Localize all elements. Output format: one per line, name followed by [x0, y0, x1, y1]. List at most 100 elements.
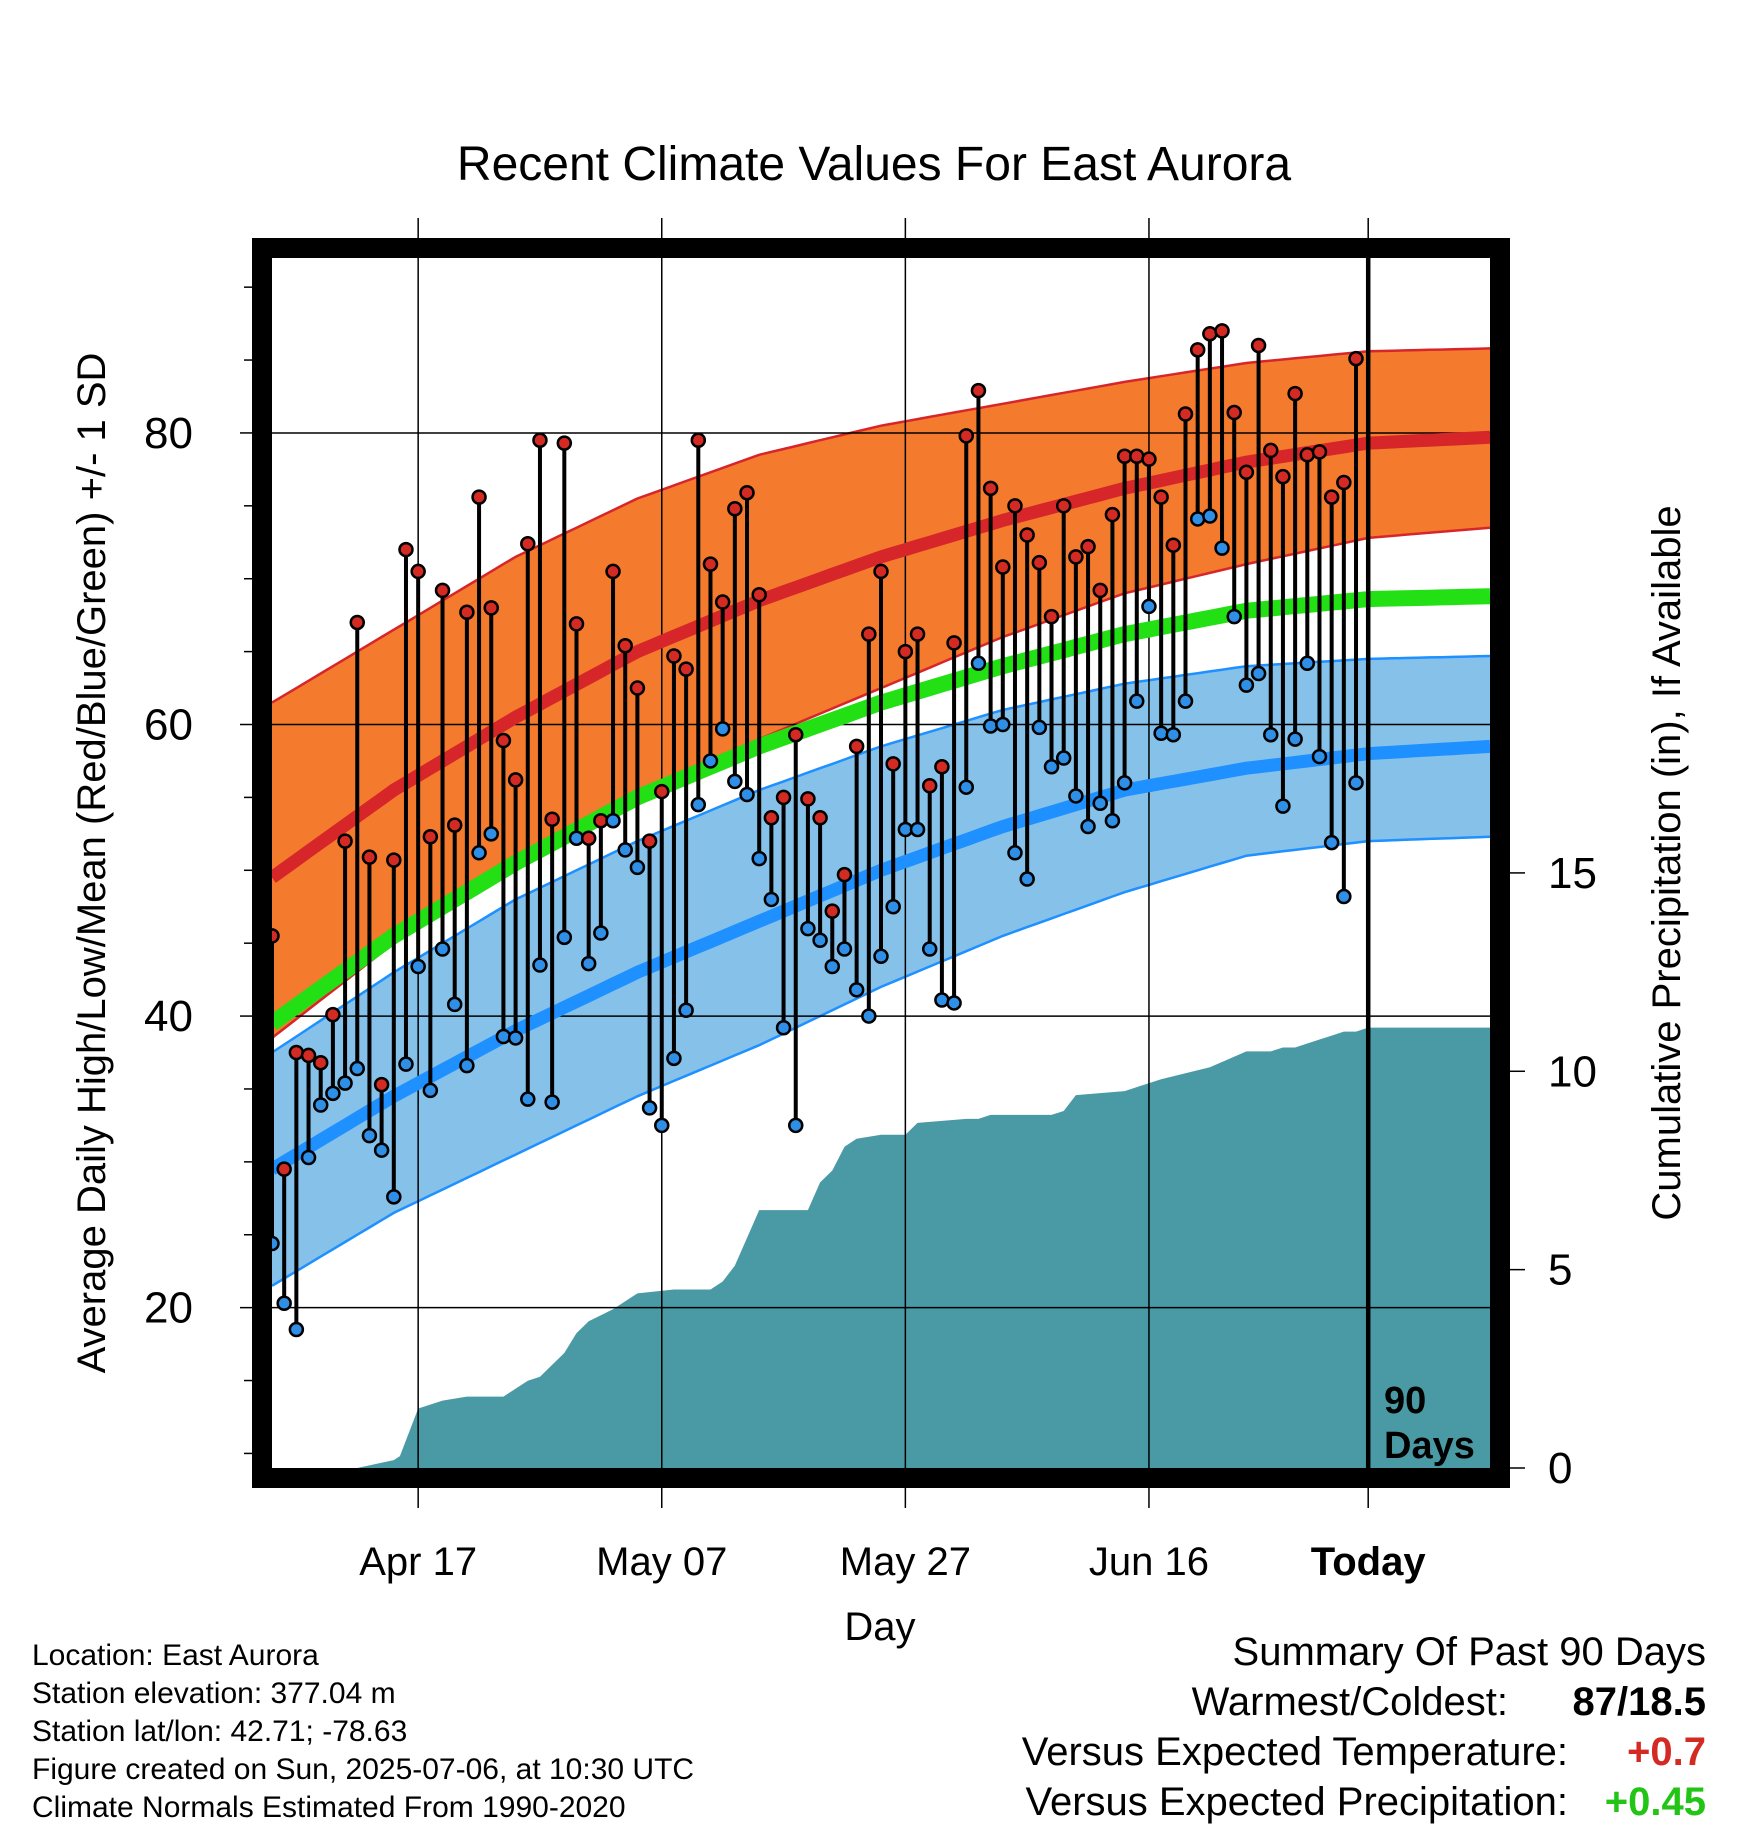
daily-low-point [1202, 508, 1218, 524]
daily-high-point [410, 563, 426, 580]
daily-low-point [325, 1085, 341, 1102]
warmest-label: Warmest/Coldest: [1191, 1680, 1508, 1724]
daily-high-point [1299, 447, 1316, 463]
daily-high-point [836, 866, 853, 883]
precip-area [272, 1027, 1490, 1468]
daily-low-point [410, 958, 426, 975]
daily-high-point [958, 428, 975, 444]
daily-low-point [1104, 812, 1121, 829]
daily-low-point [1080, 818, 1096, 835]
daily-high-point [982, 480, 999, 497]
low-sd-band [272, 656, 1490, 1286]
x-tick-label: May 27 [840, 1540, 971, 1584]
daily-high-point [1092, 582, 1108, 599]
daily-high-point [1068, 549, 1084, 565]
daily-low-point [422, 1082, 439, 1099]
daily-low-point [1153, 725, 1169, 742]
daily-high-point [921, 777, 938, 794]
x-tick-label: May 07 [596, 1540, 727, 1584]
daily-high-point [946, 635, 962, 651]
daily-low-point [958, 779, 975, 795]
location-text: Location: East Aurora [32, 1639, 319, 1672]
daily-low-point [520, 1091, 536, 1107]
daily-low-point [1019, 871, 1035, 887]
daily-high-point [654, 783, 670, 800]
daily-high-point [909, 626, 926, 642]
daily-low-point [495, 1028, 512, 1045]
daily-high-point [361, 849, 378, 865]
elevation-text: Station elevation: 377.04 m [32, 1677, 396, 1710]
daily-low-point [1250, 665, 1267, 682]
daily-high-point [678, 661, 694, 677]
daily-low-point [702, 753, 719, 769]
daily-low-point [1238, 677, 1255, 693]
daily-low-point [605, 812, 621, 829]
daily-high-point [1129, 448, 1145, 465]
temp-anomaly-value: +0.7 [1627, 1730, 1706, 1774]
daily-low-point [373, 1142, 390, 1158]
daily-low-point [727, 773, 743, 790]
daily-low-point [909, 821, 926, 838]
daily-low-point [678, 1002, 694, 1018]
y2-tick-label: 15 [1548, 849, 1597, 898]
daily-low-point [787, 1117, 804, 1134]
daily-high-point [897, 643, 914, 660]
daily-low-point [312, 1097, 329, 1113]
daily-high-point [1055, 498, 1072, 514]
temp-anomaly-label: Versus Expected Temperature: [1021, 1730, 1568, 1774]
chart-title: Recent Climate Values For East Aurora [457, 138, 1291, 191]
daily-low-point [800, 920, 816, 937]
daily-high-point [580, 830, 597, 846]
daily-low-point [1116, 775, 1133, 791]
daily-high-point [325, 1006, 341, 1023]
daily-high-point [617, 638, 633, 654]
daily-high-point [1348, 350, 1364, 367]
y-tick-label: 40 [144, 992, 193, 1041]
daily-high-point [812, 810, 828, 826]
daily-low-point [1141, 598, 1157, 615]
daily-high-point [739, 484, 755, 501]
daily-high-point [483, 600, 499, 616]
daily-low-point [1031, 719, 1048, 736]
daily-low-point [532, 957, 548, 973]
plot-frame [252, 238, 1510, 1488]
daily-low-point [434, 941, 451, 957]
daily-low-point [629, 859, 646, 876]
axes-layer: 20 40 60 80 0 5 10 15 Apr 17 May 07 May 27 Jun 16 To… [144, 218, 1597, 1584]
daily-high-point [520, 535, 536, 552]
warmest-value: 87/18.5 [1572, 1680, 1706, 1724]
daily-high-point [775, 789, 792, 806]
daily-low-point [1287, 731, 1303, 747]
daily-low-point [580, 955, 597, 972]
daily-high-point [763, 810, 780, 826]
daily-high-point [507, 772, 524, 788]
daily-low-point [763, 891, 780, 908]
y2-tick-label: 0 [1548, 1444, 1572, 1493]
x-tick-label: Jun 16 [1089, 1540, 1209, 1584]
daily-low-point [1165, 726, 1182, 743]
daily-high-point [288, 1044, 305, 1061]
daily-low-point [556, 929, 573, 946]
daily-low-point [471, 845, 487, 861]
daily-high-point [1189, 342, 1206, 358]
daily-high-point [1104, 506, 1121, 523]
daily-low-point [1336, 888, 1352, 905]
daily-high-point [1226, 404, 1242, 421]
daily-high-point [1043, 608, 1060, 625]
y-axis-label: Average Daily High/Low/Mean (Red/Blue/Gr… [70, 353, 114, 1374]
daily-high-point [568, 616, 585, 632]
daily-high-point [727, 500, 743, 517]
daily-high-point [787, 726, 804, 743]
precip-anomaly-value: +0.45 [1604, 1780, 1706, 1824]
daily-low-point [1092, 795, 1108, 811]
daily-high-point [373, 1076, 390, 1093]
daily-high-point [1336, 474, 1352, 491]
daily-low-point [812, 932, 828, 949]
today-days-label: Days [1384, 1425, 1475, 1467]
daily-low-point [1348, 775, 1364, 791]
y-tick-label: 60 [144, 701, 193, 750]
daily-low-point [1055, 750, 1072, 766]
daily-low-point [873, 948, 889, 965]
daily-high-point [641, 833, 658, 849]
